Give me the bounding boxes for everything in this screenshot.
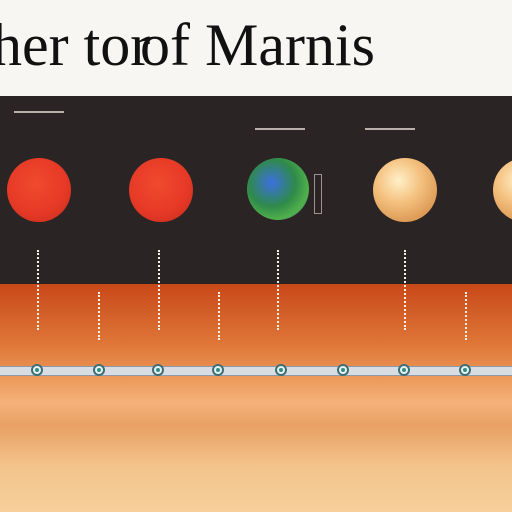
column-heading xyxy=(246,124,316,138)
timeline-marker[interactable] xyxy=(212,364,224,376)
marker-dot xyxy=(279,368,283,372)
band-label xyxy=(320,326,372,338)
column-heading xyxy=(360,124,445,138)
timeline-marker[interactable] xyxy=(398,364,410,376)
timeline-marker[interactable] xyxy=(337,364,349,376)
planet-outline xyxy=(314,174,322,214)
timeline-marker[interactable] xyxy=(275,364,287,376)
heading-tick xyxy=(365,128,415,130)
earth-icon xyxy=(247,158,309,220)
planet-icon xyxy=(493,158,512,222)
timeline-band xyxy=(0,284,512,512)
timeline-marker[interactable] xyxy=(93,364,105,376)
column-label xyxy=(492,230,512,244)
marker-dot xyxy=(463,368,467,372)
title-banner: her tor of Marnis xyxy=(0,0,512,96)
marker-dot xyxy=(402,368,406,372)
page-title: her tor of Marnis xyxy=(0,10,512,80)
timeline-marker[interactable] xyxy=(31,364,43,376)
marker-dot xyxy=(341,368,345,372)
column-heading xyxy=(480,124,512,138)
planet-panel xyxy=(0,96,512,284)
timeline-axis xyxy=(0,366,512,376)
title-part-1: her tor xyxy=(0,12,151,78)
marker-dot xyxy=(35,368,39,372)
marker-dot xyxy=(156,368,160,372)
timeline-marker[interactable] xyxy=(459,364,471,376)
title-part-2: of Marnis xyxy=(140,12,375,78)
column-label xyxy=(14,230,74,244)
column-label xyxy=(250,230,310,244)
planet-icon xyxy=(7,158,71,222)
guide-line xyxy=(218,292,220,340)
guide-line xyxy=(404,250,406,330)
column-label xyxy=(138,230,178,244)
column-heading xyxy=(6,124,66,138)
heading-tick xyxy=(14,111,64,113)
planet-icon xyxy=(129,158,193,222)
marker-dot xyxy=(216,368,220,372)
guide-line xyxy=(98,292,100,340)
marker-dot xyxy=(97,368,101,372)
guide-line xyxy=(277,250,279,330)
planet-icon xyxy=(373,158,437,222)
heading-tick xyxy=(255,128,305,130)
column-heading xyxy=(126,124,186,138)
guide-line xyxy=(465,292,467,340)
guide-line xyxy=(158,250,160,330)
guide-line xyxy=(37,250,39,330)
timeline-marker[interactable] xyxy=(152,364,164,376)
column-label xyxy=(392,230,422,244)
